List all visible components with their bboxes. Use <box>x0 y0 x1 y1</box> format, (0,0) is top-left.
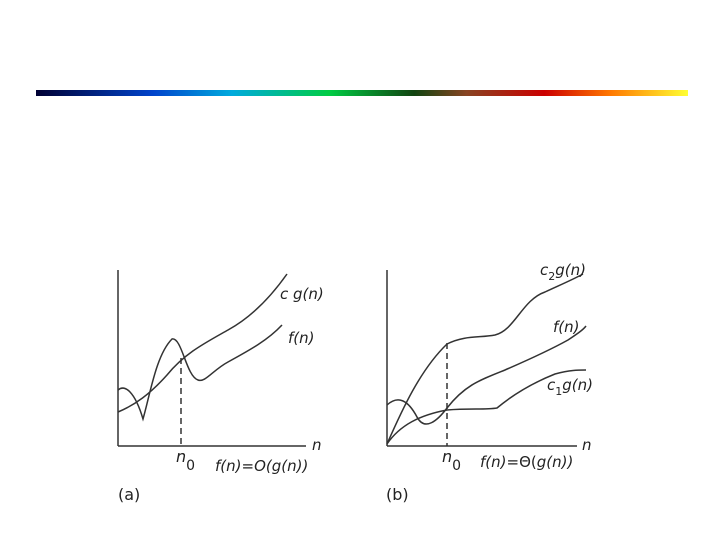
panel-b-relation-label: f(n)=Θ(g(n)) <box>480 453 573 471</box>
panel-a-cg-label: c g(n) <box>280 285 324 303</box>
panel-b-tag: (b) <box>386 485 409 504</box>
panel-a <box>117 270 306 447</box>
rainbow-divider <box>36 90 688 96</box>
panel-b-f-label: f(n) <box>553 318 580 336</box>
panel-a-labels: c g(n) f(n) n n0 f(n)=O(g(n)) (a) <box>118 285 324 504</box>
panel-a-tag: (a) <box>118 485 140 504</box>
panel-b-c1g-label: c1g(n) <box>547 376 593 398</box>
panel-b-labels: c2g(n) f(n) c1g(n) n n0 f(n)=Θ(g(n)) (b) <box>386 261 593 504</box>
panel-b-c2g-label: c2g(n) <box>540 261 586 283</box>
panel-b-c1g-curve <box>386 369 587 445</box>
panel-a-f-label: f(n) <box>288 329 315 347</box>
panel-a-axis-n-label: n <box>312 436 322 454</box>
panel-b-c2g-curve <box>386 273 584 445</box>
panel-b-n0-label: n0 <box>442 447 461 474</box>
panel-a-f-curve <box>117 324 283 422</box>
panel-b-axis-n-label: n <box>582 436 592 454</box>
panel-a-cg-curve <box>117 273 288 413</box>
panel-b <box>386 270 587 447</box>
panel-b-f-curve <box>386 325 587 425</box>
panel-a-n0-label: n0 <box>176 447 195 474</box>
panel-a-relation-label: f(n)=O(g(n)) <box>215 457 308 475</box>
